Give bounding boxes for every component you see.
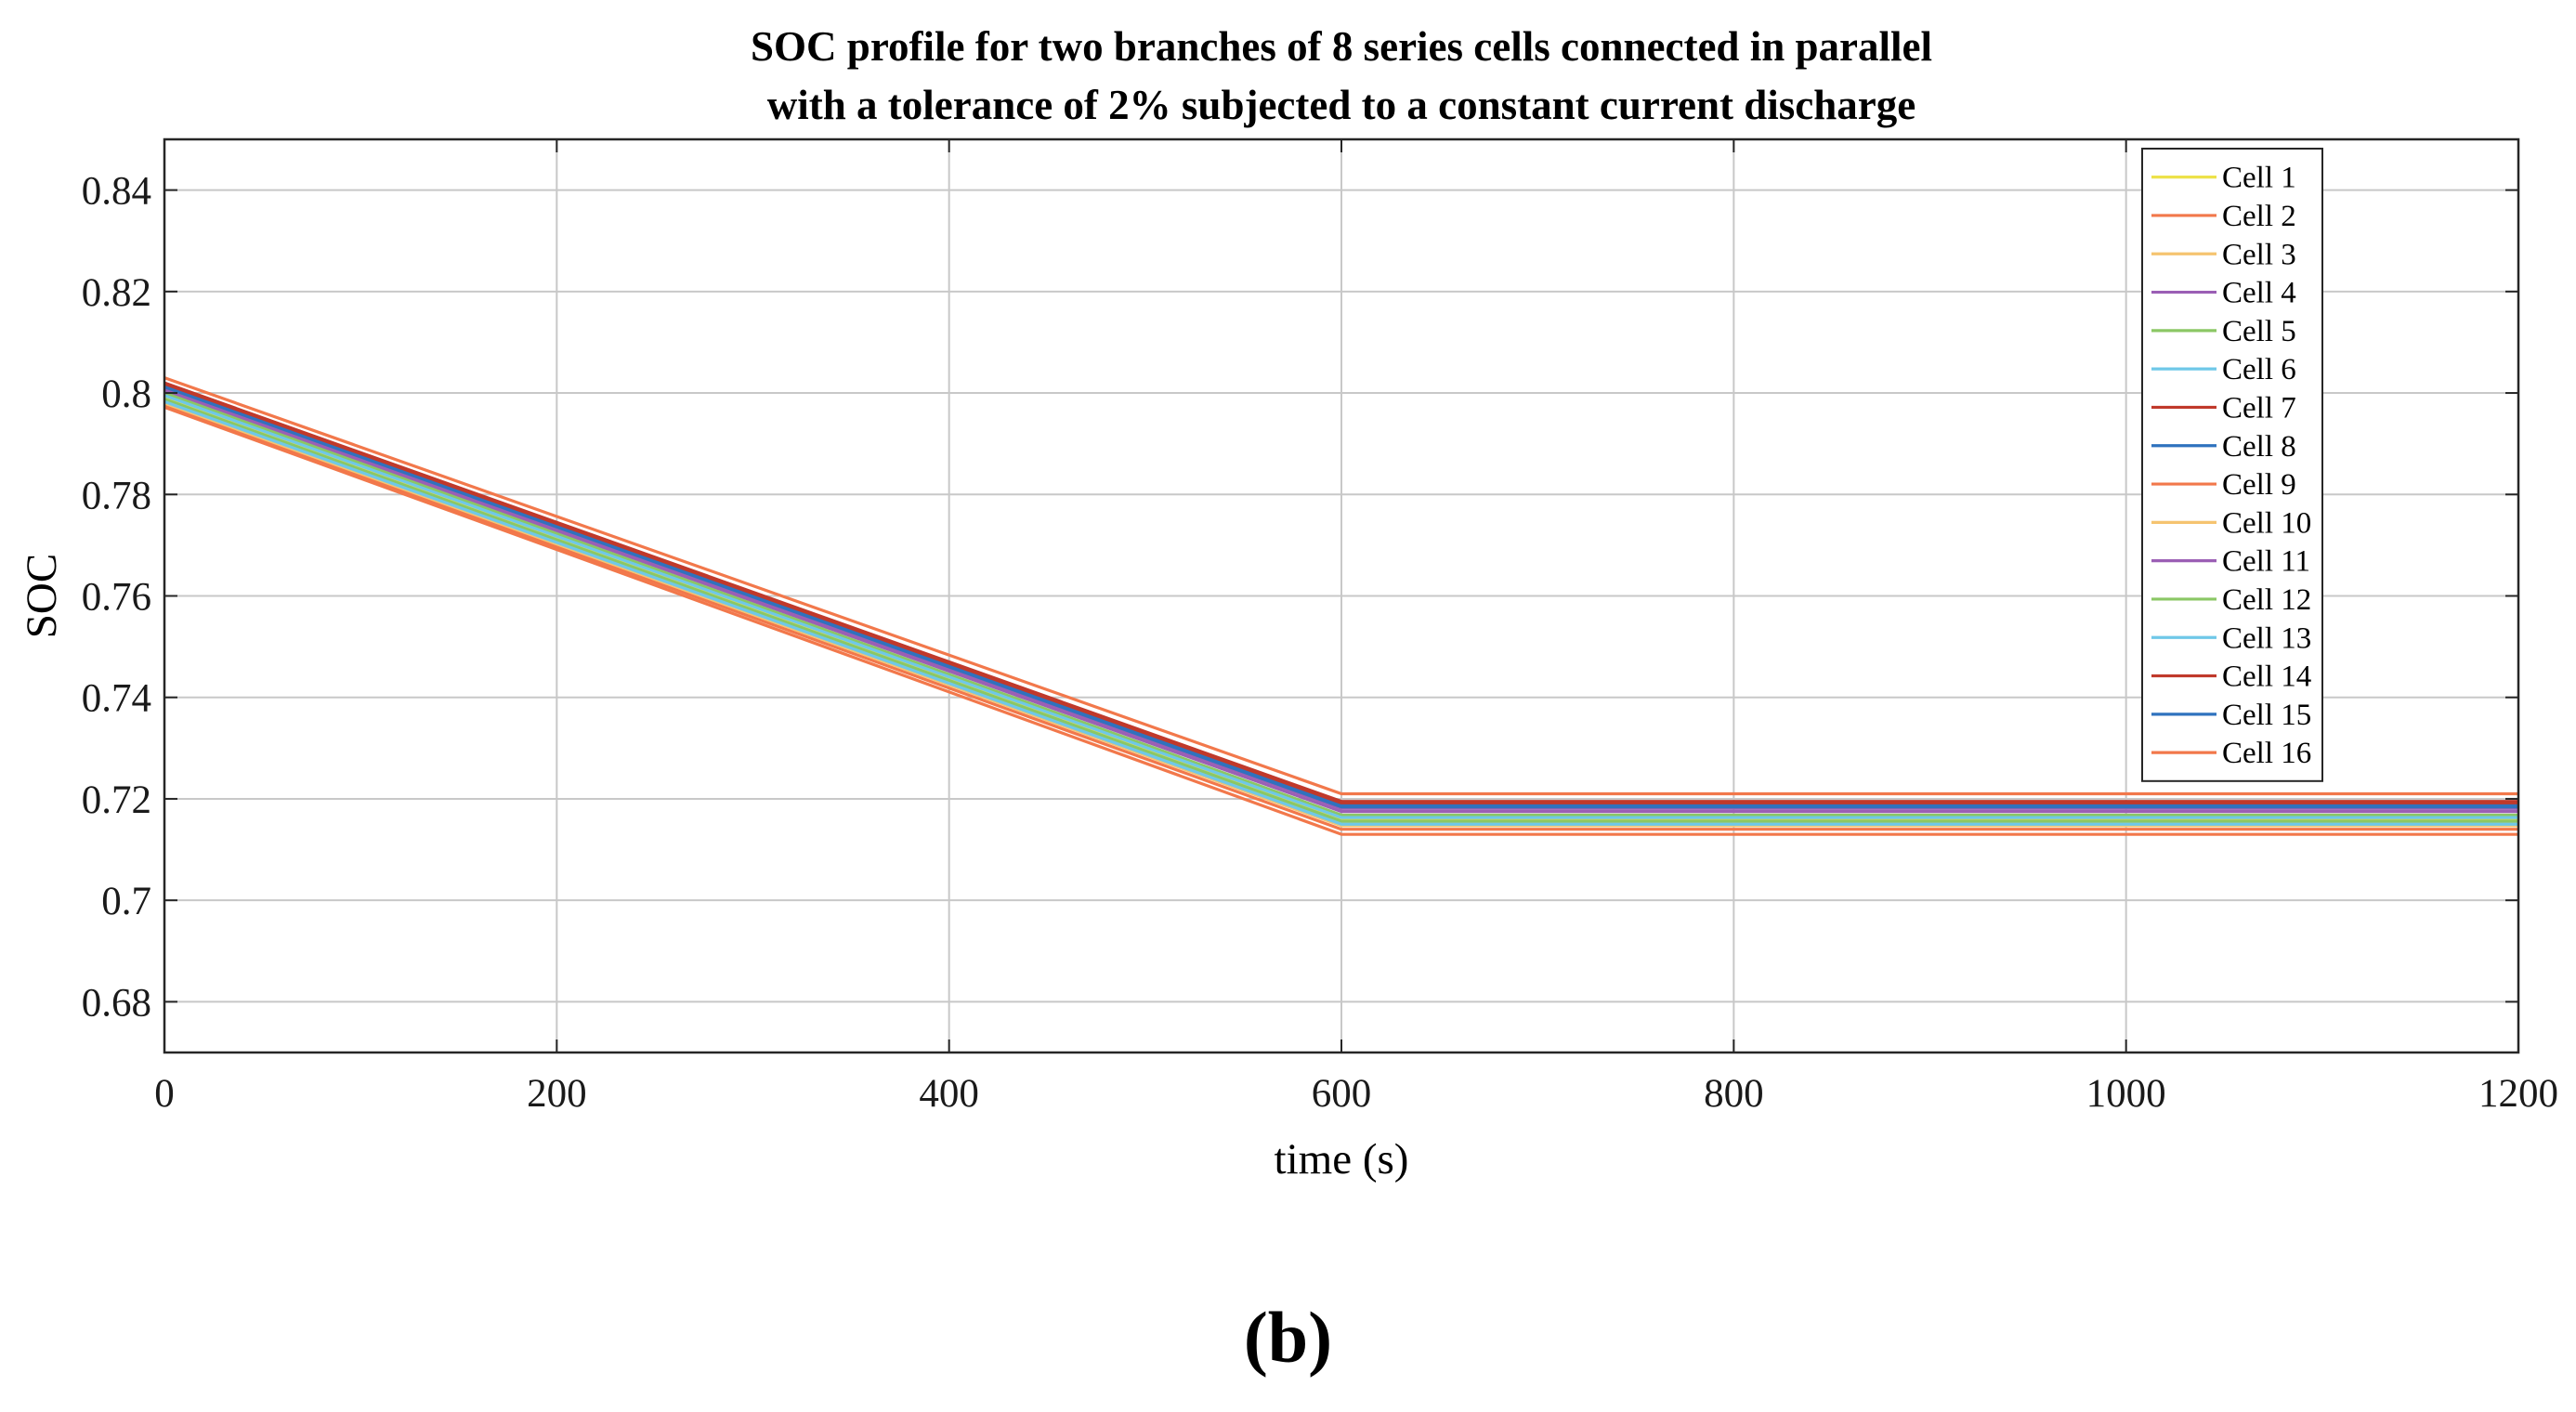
series-line-cell-14 (163, 382, 2518, 804)
x-tick-label: 0 (154, 1072, 175, 1116)
x-tick-label: 1000 (2086, 1072, 2166, 1116)
legend-label-cell-10: Cell 10 (2222, 506, 2311, 540)
chart-title: SOC profile for two branches of 8 series… (751, 23, 1932, 128)
y-tick-label: 0.7 (101, 880, 151, 923)
series-line-cell-2 (163, 404, 2518, 831)
x-tick-label: 800 (1704, 1072, 1764, 1116)
legend: Cell 1 Cell 2 Cell 3 Cell 4 Cell 5 Cell 6 Cell… (2141, 148, 2323, 782)
legend-label-cell-7: Cell 7 (2222, 391, 2296, 425)
legend-label-cell-14: Cell 14 (2222, 660, 2311, 694)
legend-label-cell-2: Cell 2 (2222, 200, 2296, 233)
y-tick-label: 0.82 (82, 271, 151, 315)
legend-label-cell-9: Cell 9 (2222, 468, 2296, 502)
legend-label-cell-13: Cell 13 (2222, 621, 2311, 655)
y-axis-label: SOC (18, 554, 66, 638)
legend-label-cell-15: Cell 15 (2222, 699, 2311, 732)
legend-label-cell-12: Cell 12 (2222, 583, 2311, 617)
legend-label-cell-5: Cell 5 (2222, 315, 2296, 348)
series-line-cell-12 (163, 398, 2518, 823)
y-tick-label: 0.68 (82, 981, 151, 1025)
legend-label-cell-4: Cell 4 (2222, 277, 2296, 310)
series-line-cell-6 (163, 394, 2518, 819)
chart-title-line: SOC profile for two branches of 8 series… (751, 23, 1932, 70)
series-line-cell-13 (163, 399, 2518, 826)
panel-label: (b) (1243, 1297, 1333, 1378)
y-tick-label: 0.74 (82, 677, 151, 721)
y-tick-label: 0.78 (82, 474, 151, 517)
plot-area: 0 200 400 600 800 1000 1200 0.68 0.7 0.72 0.74 0.76… (18, 137, 2558, 1183)
series-line-cell-9 (163, 376, 2518, 796)
x-tick-label: 400 (919, 1072, 979, 1116)
x-tick-label: 200 (527, 1072, 587, 1116)
legend-label-cell-8: Cell 8 (2222, 430, 2296, 464)
series-line-cell-8 (163, 384, 2518, 807)
y-tick-label: 0.72 (82, 778, 151, 822)
series-line-cell-15 (163, 385, 2518, 809)
series-line-cell-16 (163, 405, 2518, 836)
legend-label-cell-1: Cell 1 (2222, 162, 2296, 195)
legend-label-cell-11: Cell 11 (2222, 545, 2310, 579)
legend-label-cell-3: Cell 3 (2222, 238, 2296, 271)
y-tick-label: 0.76 (82, 576, 151, 620)
x-axis-label: time (s) (1275, 1135, 1409, 1183)
chart-title-line: with a tolerance of 2% subjected to a co… (767, 82, 1916, 128)
y-tick-label: 0.84 (82, 170, 151, 214)
legend-label-cell-16: Cell 16 (2222, 737, 2311, 770)
legend-label-cell-6: Cell 6 (2222, 353, 2296, 386)
x-tick-label: 600 (1312, 1072, 1372, 1116)
series-line-cell-4 (163, 388, 2518, 814)
x-tick-label: 1200 (2478, 1072, 2558, 1116)
y-tick-label: 0.8 (101, 373, 151, 416)
series-line-cell-5 (163, 391, 2518, 817)
